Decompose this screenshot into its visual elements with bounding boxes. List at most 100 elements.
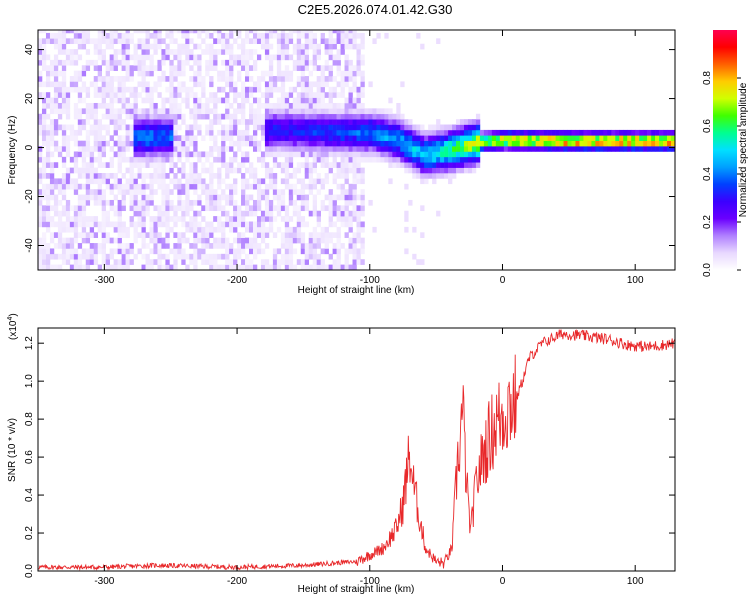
spectrogram-cell [249,221,254,228]
spectrogram-cell [372,113,377,120]
spectrogram-cell [260,32,266,39]
spectrogram-cell [360,54,365,61]
spectrogram-cell [264,102,270,109]
spectrogram-cell [304,76,310,82]
spectrogram-cell [360,248,365,255]
spectrogram-cell [49,237,55,244]
spectrogram-cell [185,30,190,34]
spectrogram-cell [241,210,246,217]
spectrogram-cell [73,49,79,55]
spectrogram-cell [643,140,648,147]
spectrogram-cell [352,124,357,131]
spectrogram-cell [643,135,648,141]
spectrogram-cell [89,259,95,265]
spectrogram-cell [348,135,353,141]
spectrogram-cell [416,124,421,131]
spectrogram-cell [332,30,337,34]
spectrogram-cell [316,178,321,185]
spectrogram-cell [137,129,142,136]
spectrogram-cell [149,113,154,120]
spectrogram-cell [57,199,63,206]
spectrogram-cell [169,135,174,141]
spectrogram-cell [201,259,206,265]
spectrogram-cell [38,70,43,77]
spectrogram-cell [352,146,357,152]
spectrogram-cell [201,30,206,34]
spectrogram-cell [93,243,99,249]
spectrogram-cell [324,65,329,71]
spectrogram-cell [73,253,79,260]
spectrogram-cell [141,173,146,179]
spectrogram-cell [185,205,190,212]
spectrogram-cell [336,135,341,141]
spectrogram-cell [280,189,286,195]
spectrogram-cell [436,38,441,45]
spectrogram-cell [304,43,310,50]
spectrogram-cell [352,140,357,147]
spectrogram-cell [356,140,361,147]
spectrogram-cell [73,38,79,45]
spectrogram-cell [288,76,294,82]
spectrogram-cell [85,129,91,136]
spectrogram-cell [475,156,481,163]
spectrogram-cell [308,210,314,217]
spectrogram-cell [304,151,310,158]
spectrogram-cell [129,108,134,115]
spectrogram-cell [408,151,413,158]
spectrogram-cell [153,205,158,212]
spectrogram-cell [316,65,321,71]
spectrogram-cell [73,162,79,168]
spectrogram-cell [356,102,361,109]
spectrogram-cell [316,49,321,55]
spectrogram-cell [611,140,616,147]
spectrogram-cell [181,32,186,39]
spectrogram-cell [360,226,365,233]
spectrogram-cell [611,129,616,136]
spectrogram-cell [499,135,505,141]
spectrogram-cell [81,232,87,238]
spectrogram-cell [352,43,357,50]
spectrogram-cell [38,216,43,222]
spectrogram-cell [125,135,130,141]
spectrogram-cell [671,146,675,152]
spectrogram-cell [284,216,290,222]
spectrogram-cell [340,162,345,168]
spectrogram-cell [237,264,242,270]
spectrogram-cell [237,102,242,109]
spectrogram-cell [376,151,381,158]
spectrogram-cell [105,162,110,168]
spectrogram-cell [193,108,198,115]
spectrogram-cell [121,81,126,88]
spectrogram-cell [551,146,556,152]
spectrogram-cell [189,30,194,34]
spectrogram-cell [249,92,254,98]
spectrogram-cell [320,32,325,39]
spectrogram-cell [121,189,126,195]
spectrogram-cell [320,237,325,244]
spectrogram-cell [356,178,361,185]
spectrogram-cell [121,243,126,249]
spectrogram-cell [344,76,349,82]
spectrogram-cell [288,162,294,168]
spectrogram-cell [619,135,624,141]
spectrogram-cell [352,243,357,249]
spectrogram-cell [404,248,409,255]
spectrogram-cell [153,135,158,141]
spectrogram-cell [372,140,377,147]
spectrogram-cell [193,259,198,265]
spectrogram-cell [400,135,405,141]
spectrogram-cell [332,113,337,120]
spectrogram-cell [300,243,306,249]
spectrogram-cell [308,86,314,93]
spectrogram-cell [304,92,310,98]
spectrogram-cell [173,205,178,212]
spectrogram-cell [288,194,294,201]
spectrogram-cell [169,86,174,93]
spectrogram-cell [141,151,146,158]
spectrogram-cell [77,32,83,39]
spectrogram-cell [268,108,274,115]
spectrogram-cell [360,156,365,163]
spectrogram-cell [121,54,126,61]
spectrogram-cell [284,49,290,55]
spectrogram-cell [324,102,329,109]
